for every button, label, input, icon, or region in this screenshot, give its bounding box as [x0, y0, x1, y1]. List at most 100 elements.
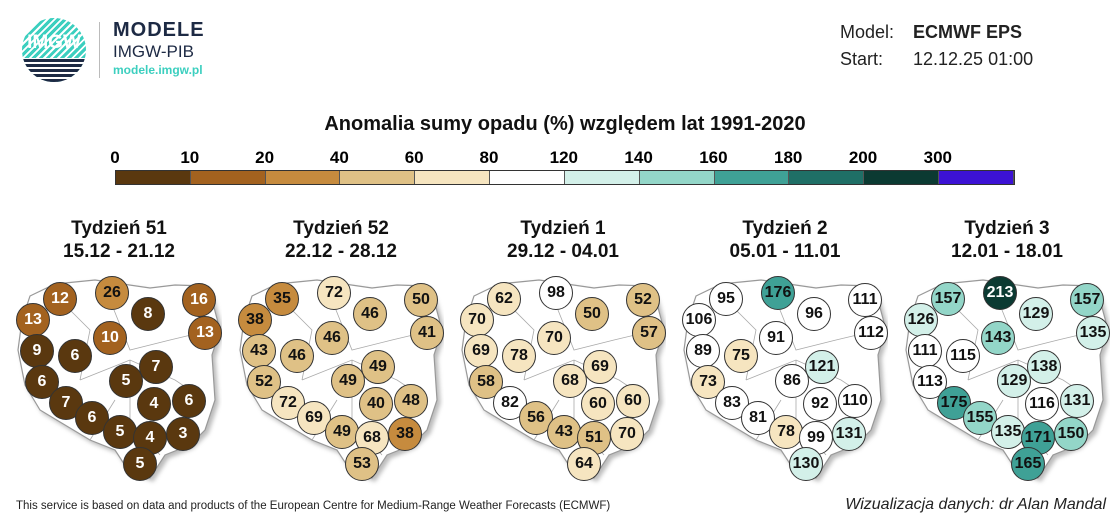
station-value: 72 — [317, 276, 351, 310]
station-value: 52 — [626, 283, 660, 317]
legend-swatch — [714, 171, 790, 184]
panel-header: Tydzień 51 15.12 - 21.12 — [8, 217, 230, 263]
date-range: 22.12 - 28.12 — [285, 241, 397, 262]
station-value: 150 — [1054, 417, 1088, 451]
legend-swatch — [490, 171, 565, 184]
station-value: 91 — [759, 321, 793, 355]
legend-tick: 20 — [255, 148, 275, 167]
station-value: 176 — [761, 276, 795, 310]
station-value: 92 — [803, 387, 837, 421]
station-value: 60 — [581, 387, 615, 421]
station-value: 121 — [805, 350, 839, 384]
station-value: 111 — [908, 334, 942, 368]
panel-header: Tydzień 3 12.01 - 18.01 — [896, 217, 1118, 263]
week-label: Tydzień 51 — [71, 218, 167, 239]
legend-swatch — [639, 171, 715, 184]
imgw-logo: IMGW — [22, 18, 86, 82]
legend-swatch — [864, 171, 940, 184]
station-value: 46 — [315, 321, 349, 355]
credit: Wizualizacja danych: dr Alan Mandal — [845, 496, 1106, 513]
station-value: 49 — [361, 350, 395, 384]
station-value: 8 — [131, 297, 165, 331]
station-value: 73 — [691, 365, 725, 399]
station-value: 49 — [331, 364, 365, 398]
legend-swatch — [116, 171, 191, 184]
station-value: 138 — [1027, 350, 1061, 384]
station-value: 165 — [1011, 447, 1045, 481]
source-note: This service is based on data and produc… — [16, 500, 611, 512]
date-range: 29.12 - 04.01 — [507, 241, 619, 262]
station-value: 50 — [575, 297, 609, 331]
station-value: 13 — [16, 303, 50, 337]
station-value: 131 — [1060, 384, 1094, 418]
station-value: 5 — [103, 415, 137, 449]
map-panel: 13 12 26 8 16 13 10 9 6 6 7 6 5 7 4 6 5 4 3 5 — [0, 0, 222, 520]
station-value: 4 — [137, 387, 171, 421]
legend-tick: 140 — [624, 148, 653, 167]
station-value: 46 — [353, 297, 387, 331]
station-value: 7 — [139, 350, 173, 384]
date-range: 12.01 - 18.01 — [951, 241, 1063, 262]
station-value: 40 — [359, 387, 393, 421]
panel-header: Tydzień 52 22.12 - 28.12 — [230, 217, 452, 263]
station-value: 112 — [854, 316, 888, 350]
station-value: 5 — [109, 364, 143, 398]
station-value: 89 — [686, 334, 720, 368]
legend-swatch — [340, 171, 416, 184]
station-value: 43 — [547, 415, 581, 449]
station-value: 135 — [991, 415, 1025, 449]
legend-tick: 80 — [479, 148, 499, 167]
station-value: 98 — [539, 276, 573, 310]
legend-tick: 200 — [848, 148, 878, 167]
station-value: 49 — [325, 415, 359, 449]
station-value: 96 — [797, 297, 831, 331]
station-value: 48 — [394, 384, 428, 418]
legend-swatch — [789, 171, 865, 184]
station-value: 130 — [789, 447, 823, 481]
panel-header: Tydzień 2 05.01 - 11.01 — [674, 217, 896, 263]
color-legend-bar — [115, 170, 1015, 185]
legend-swatch — [265, 171, 341, 184]
station-value: 70 — [537, 321, 571, 355]
station-value: 41 — [410, 316, 444, 350]
station-value: 110 — [838, 384, 872, 418]
brand-url[interactable]: modele.imgw.pl — [113, 63, 203, 77]
legend-tick: 160 — [699, 148, 728, 167]
legend-swatch — [939, 171, 1014, 184]
map-panel: 126 157 213 129 157 135 143 111 115 113 175 155 129 1… — [888, 0, 1110, 520]
station-value: 157 — [931, 282, 965, 316]
station-value: 213 — [983, 276, 1017, 310]
brand-title: MODELE — [113, 19, 205, 41]
start-value: 12.12.25 01:00 — [913, 49, 1034, 69]
station-value: 56 — [519, 401, 553, 435]
station-value: 115 — [946, 339, 980, 373]
station-value: 81 — [741, 401, 775, 435]
station-value: 70 — [610, 417, 644, 451]
station-value: 5 — [123, 447, 157, 481]
station-value: 38 — [388, 417, 422, 451]
station-value: 86 — [775, 364, 809, 398]
station-value: 78 — [502, 339, 536, 373]
station-value: 69 — [583, 350, 617, 384]
start-label: Start: — [840, 49, 884, 69]
station-value: 3 — [166, 417, 200, 451]
week-label: Tydzień 2 — [742, 218, 828, 239]
map-panel: 106 95 176 96 111 112 91 89 75 73 83 81 86 121 92 110 78… — [666, 0, 888, 520]
station-value: 129 — [997, 364, 1031, 398]
station-value: 57 — [632, 316, 666, 350]
legend-tick: 180 — [774, 148, 803, 167]
week-label: Tydzień 3 — [964, 218, 1050, 239]
station-value: 68 — [553, 364, 587, 398]
legend-tick: 10 — [180, 148, 200, 167]
station-value: 78 — [769, 415, 803, 449]
station-value: 53 — [345, 447, 379, 481]
week-label: Tydzień 52 — [293, 218, 389, 239]
station-value: 62 — [487, 282, 521, 316]
station-value: 143 — [981, 321, 1015, 355]
station-value: 157 — [1070, 283, 1104, 317]
panel-header: Tydzień 1 29.12 - 04.01 — [452, 217, 674, 263]
legend-swatch — [190, 171, 266, 184]
date-range: 15.12 - 21.12 — [63, 241, 175, 262]
station-value: 9 — [20, 334, 54, 368]
station-value: 116 — [1025, 387, 1059, 421]
